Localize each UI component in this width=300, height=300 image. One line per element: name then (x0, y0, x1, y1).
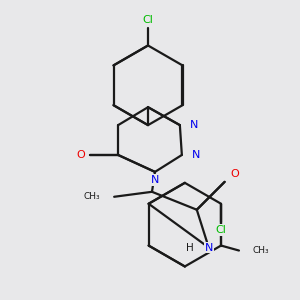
Text: H: H (186, 242, 194, 253)
Text: Cl: Cl (142, 15, 153, 25)
Text: N: N (151, 175, 159, 185)
Text: Cl: Cl (216, 225, 226, 235)
Text: O: O (230, 169, 239, 179)
Text: N: N (190, 120, 198, 130)
Text: CH₃: CH₃ (84, 192, 100, 201)
Text: CH₃: CH₃ (253, 246, 269, 255)
Text: N: N (192, 150, 200, 160)
Text: N: N (205, 242, 213, 253)
Text: O: O (76, 150, 85, 160)
